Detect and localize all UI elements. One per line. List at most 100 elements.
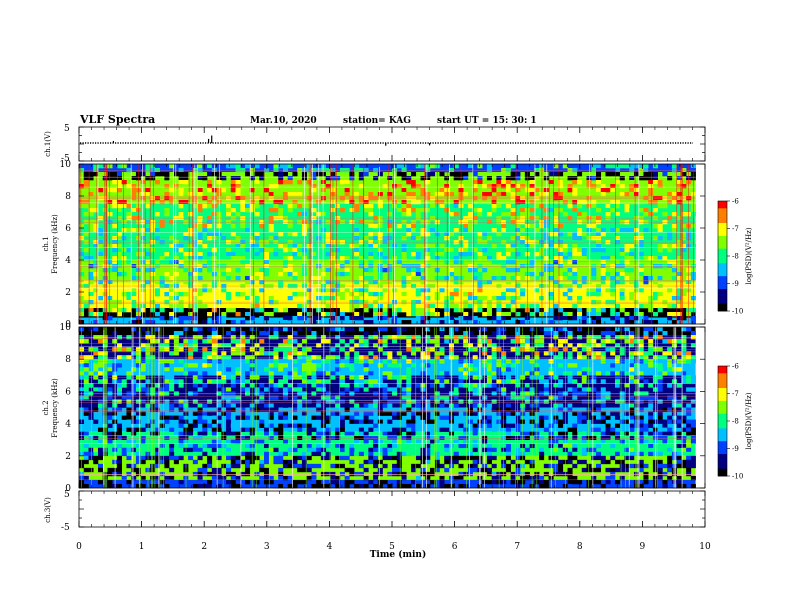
spectral-cell (491, 407, 497, 412)
spectral-cell (178, 415, 184, 420)
spectral-cell (591, 220, 597, 225)
spectral-cell (88, 391, 94, 396)
spectral-cell (486, 304, 492, 309)
spectral-cell (671, 192, 677, 197)
spectral-cell (235, 339, 241, 344)
spectral-cell (268, 407, 274, 412)
spectral-cell (207, 164, 213, 169)
spectral-cell (116, 208, 122, 213)
spectral-cell (287, 180, 293, 185)
spectral-cell (567, 331, 573, 336)
spectral-cell (439, 411, 445, 416)
spectral-cell (169, 276, 175, 281)
spectral-cell (382, 248, 388, 253)
spectral-cell (406, 212, 412, 217)
spectral-cell (287, 347, 293, 352)
spectral-cell (562, 180, 568, 185)
spectral-cell (240, 339, 246, 344)
spectral-cell (406, 268, 412, 273)
spectral-cell (619, 276, 625, 281)
spectral-cell (477, 252, 483, 257)
spectral-cell (126, 268, 132, 273)
spectral-cell (373, 343, 379, 348)
spectral-cell (173, 379, 179, 384)
spectral-cell (467, 228, 473, 233)
spectral-cell (401, 435, 407, 440)
spectral-cell (354, 443, 360, 449)
spectral-cell (624, 316, 630, 321)
spectral-cell (354, 312, 360, 317)
spectral-cell (121, 367, 127, 372)
spectral-cell (515, 276, 521, 281)
spectral-cell (183, 212, 189, 217)
spectral-cell (686, 304, 692, 309)
spectral-cell (577, 415, 583, 420)
spectral-cell (543, 379, 549, 384)
spectral-cell (396, 327, 402, 332)
spectral-cell (463, 228, 469, 233)
spectral-cell (567, 228, 573, 233)
spectral-cell (382, 463, 388, 469)
spectral-cell (671, 256, 677, 261)
spectral-cell (539, 415, 545, 420)
spectral-cell (415, 180, 421, 185)
spectral-cell (472, 220, 478, 225)
spectral-cell (515, 188, 521, 193)
spectral-cell (259, 176, 265, 181)
spectral-cell (192, 435, 198, 440)
spectral-cell (610, 164, 616, 169)
date-label: Mar.10, 2020 (250, 116, 317, 126)
spectral-cell (282, 180, 288, 185)
spectral-cell (491, 228, 497, 233)
spectral-cell (192, 447, 198, 453)
spectral-cell (581, 280, 587, 285)
spectral-cell (301, 371, 307, 376)
spectral-cell (548, 240, 554, 245)
spectral-cell (178, 419, 184, 424)
spectral-cell (207, 172, 213, 177)
spectral-cell (311, 383, 317, 388)
spectral-cell (406, 407, 412, 412)
spectral-cell (159, 455, 165, 461)
spectral-cell (429, 272, 436, 277)
spectral-cell (192, 363, 198, 368)
spectral-cell (301, 447, 307, 453)
spectral-cell (610, 276, 616, 281)
spectral-cell (572, 296, 578, 301)
spectral-cell (112, 264, 118, 269)
spectral-cell (126, 399, 132, 404)
spectral-cell (349, 415, 355, 420)
spectral-cell (382, 316, 388, 321)
spectral-cell (344, 327, 350, 332)
spectral-cell (349, 316, 355, 321)
spectral-cell (349, 363, 355, 368)
spectral-cell (178, 343, 184, 348)
spectral-cell (373, 232, 379, 237)
spectral-cell (335, 443, 341, 449)
spectral-cell (505, 252, 511, 257)
spectral-cell (453, 327, 459, 332)
spectral-cell (358, 292, 364, 297)
spectral-cell (448, 320, 455, 325)
spectral-cell (278, 220, 284, 225)
spectral-cell (425, 443, 431, 449)
spectral-cell (505, 395, 511, 400)
spectral-cell (169, 447, 175, 453)
spectral-cell (463, 316, 469, 321)
spectral-cell (245, 371, 251, 376)
spectral-cell (226, 308, 232, 313)
spectral-cell (553, 260, 559, 265)
spectral-cell (482, 212, 488, 217)
spectral-cell (235, 200, 241, 205)
spectral-cell (207, 288, 213, 293)
spectral-cell (482, 320, 488, 325)
spectral-cell (135, 411, 141, 416)
spectral-cell (226, 248, 232, 253)
spectral-cell (558, 423, 564, 428)
spectral-cell (192, 347, 198, 352)
spectral-cell (107, 391, 113, 396)
spectral-cell (558, 316, 564, 321)
spectral-cell (358, 176, 364, 181)
spectral-cell (173, 272, 179, 277)
spectral-cell (145, 280, 151, 285)
